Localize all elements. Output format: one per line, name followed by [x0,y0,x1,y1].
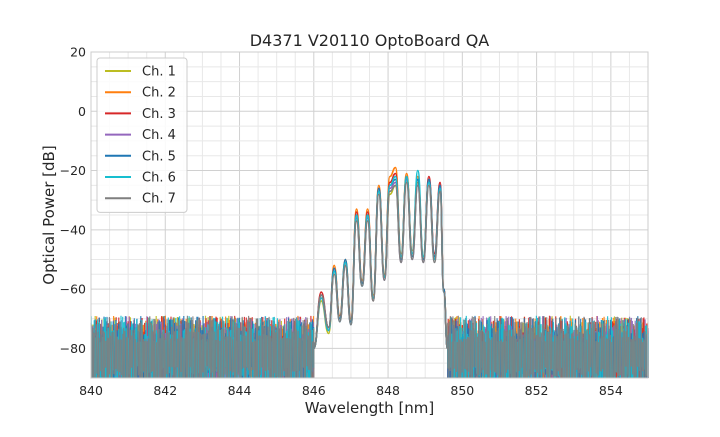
x-tick-label: 842 [153,383,177,398]
legend-label: Ch. 5 [142,149,176,164]
series-lines [313,166,449,350]
chart-title: D4371 V20110 OptoBoard QA [250,31,490,50]
y-tick-label: −80 [60,341,86,356]
legend-box [96,57,188,213]
legend-label: Ch. 2 [142,86,176,101]
legend-label: Ch. 6 [142,171,176,186]
y-tick-labels: 20 0 −20 −40 −60 −80 [60,45,86,356]
y-tick-label: −20 [60,163,86,178]
legend: Ch. 1 Ch. 2 Ch. 3 Ch. 4 Ch. 5 Ch. 6 Ch. 7 [96,57,188,213]
x-axis-label: Wavelength [nm] [305,399,435,417]
x-tick-labels: 840 842 844 846 848 850 852 854 [79,383,623,398]
legend-label: Ch. 1 [142,65,176,80]
y-axis-label: Optical Power [dB] [40,145,58,284]
y-tick-label: 0 [78,104,86,119]
x-tick-label: 850 [450,383,474,398]
x-tick-label: 852 [525,383,549,398]
noise-floor-trace [91,315,315,379]
legend-label: Ch. 3 [142,107,176,122]
legend-label: Ch. 4 [142,128,176,143]
x-tick-label: 840 [79,383,103,398]
noise-floor-trace [447,315,649,379]
x-tick-label: 854 [599,383,623,398]
y-tick-label: 20 [70,45,86,60]
y-tick-label: −40 [60,222,86,237]
x-tick-label: 844 [228,383,252,398]
y-tick-label: −60 [60,282,86,297]
series-line [313,181,449,350]
x-tick-label: 846 [302,383,326,398]
legend-label: Ch. 7 [142,192,176,207]
plot-frame [90,51,649,379]
x-tick-label: 848 [376,383,400,398]
